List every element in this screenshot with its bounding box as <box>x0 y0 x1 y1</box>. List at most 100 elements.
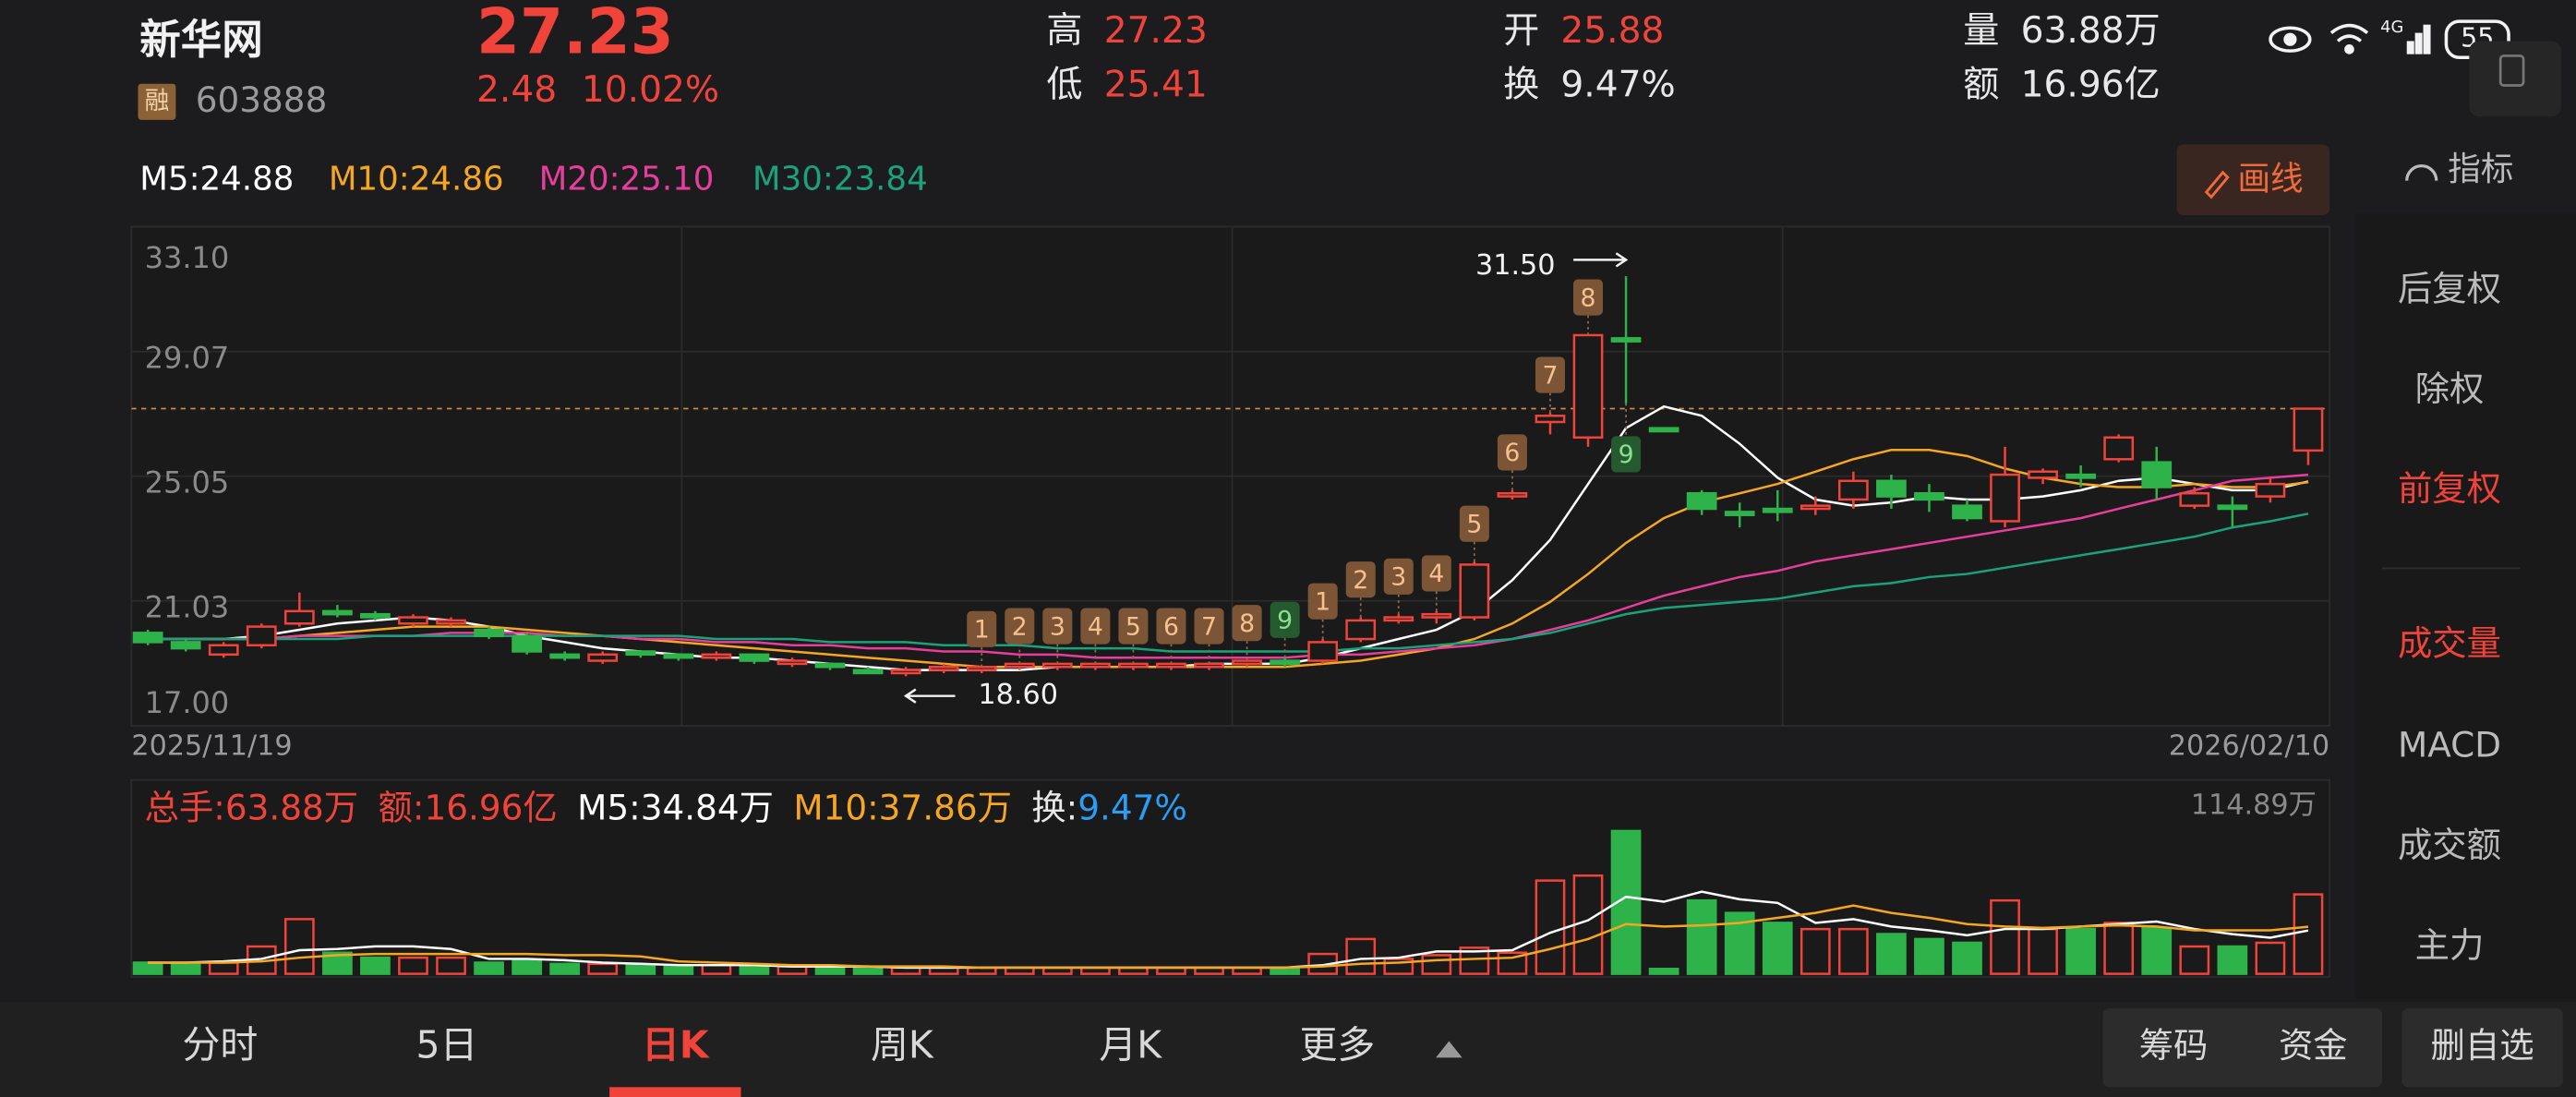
side-menu-item[interactable]: 主力 <box>2415 925 2485 966</box>
y-tick-label: 29.07 <box>145 341 230 376</box>
side-menu-item[interactable]: 成交量 <box>2398 622 2501 663</box>
candle-body <box>928 666 959 671</box>
volume-bar <box>1686 898 1717 975</box>
candle-body <box>814 662 846 669</box>
volume-bar <box>1876 933 1907 975</box>
candle-body <box>436 619 466 625</box>
candle-body <box>2141 461 2173 488</box>
candle-body <box>1610 337 1642 343</box>
watch-button-bg <box>2401 1007 2563 1088</box>
candle-body <box>1307 641 1339 662</box>
ma-line <box>148 404 2309 671</box>
ma-legend: M10:24.86 <box>329 161 504 199</box>
indicator-label[interactable]: 指标 <box>2448 151 2513 188</box>
action-button[interactable]: 筹码 <box>2139 1025 2209 1066</box>
side-menu-item[interactable]: MACD <box>2398 725 2501 765</box>
candle-body <box>474 628 504 637</box>
annotation-arrow <box>903 688 956 704</box>
candle-body <box>246 625 277 647</box>
candle-body <box>1800 504 1831 511</box>
candle-body <box>1459 563 1490 619</box>
volume-bar <box>208 961 239 975</box>
action-button[interactable]: 资金 <box>2279 1025 2348 1066</box>
volume-bar <box>1837 927 1869 975</box>
td-label: 9 <box>1619 440 1634 469</box>
candle-body <box>852 669 884 675</box>
volume-bar <box>1535 879 1566 975</box>
td-marker <box>1421 555 1451 592</box>
annotation-arrow <box>1573 252 1629 268</box>
stat-label: 换 <box>1503 65 1539 106</box>
volume-bar <box>1914 937 1944 975</box>
candle-body <box>625 650 656 657</box>
y-tick-label: 21.03 <box>145 590 230 625</box>
td-marker <box>1232 605 1262 642</box>
side-menu-item[interactable]: 除权 <box>2415 368 2485 409</box>
copy-icon <box>2498 54 2525 87</box>
volume-bar <box>170 961 201 975</box>
tab[interactable]: 5日 <box>416 1023 478 1067</box>
candle-body <box>170 641 201 650</box>
more-arrow[interactable] <box>1436 1041 1463 1058</box>
td-label: 5 <box>1125 612 1141 641</box>
td-label: 2 <box>1353 566 1368 595</box>
side-menu-item[interactable]: 后复权 <box>2398 268 2501 308</box>
td-label: 4 <box>1088 612 1103 641</box>
volume-bar <box>587 962 619 975</box>
volume-bar <box>2141 926 2173 975</box>
volume-bar <box>549 962 581 975</box>
candle-body <box>1421 612 1452 619</box>
stat-value: 16.96亿 <box>2021 65 2161 106</box>
side-menu-item[interactable]: 前复权 <box>2398 468 2501 509</box>
stat-label: 低 <box>1046 65 1082 106</box>
volume-tick-label: 114.89万 <box>2191 790 2317 822</box>
tab[interactable]: 日K <box>642 1023 710 1067</box>
candle-body <box>1156 662 1186 669</box>
candle-body <box>2255 482 2286 498</box>
candle-body <box>132 632 163 644</box>
volume-bar <box>663 963 694 975</box>
candle-body <box>1345 619 1377 641</box>
td-label: 6 <box>1504 439 1520 467</box>
volume-bar <box>1421 954 1452 975</box>
pencil-icon <box>2204 170 2230 199</box>
ma-line <box>148 473 2309 659</box>
tab[interactable]: 分时 <box>183 1023 259 1067</box>
volume-legend: M10:37.86万 <box>793 787 1012 827</box>
volume-bar <box>852 966 884 975</box>
side-menu-item[interactable]: 成交额 <box>2398 825 2501 865</box>
turnover-value: 9.47% <box>1077 787 1187 827</box>
candle-body <box>739 653 770 662</box>
stock-name: 新华网 <box>139 17 262 64</box>
action-button[interactable]: 删自选 <box>2431 1025 2534 1066</box>
price-annotation: 18.60 <box>978 679 1058 711</box>
candle-body <box>2103 436 2135 461</box>
td-marker <box>1459 505 1489 542</box>
stat-label: 额 <box>1963 65 1999 106</box>
candle-body <box>1080 662 1111 669</box>
stat-value: 9.47% <box>1560 65 1675 106</box>
gauge-icon <box>2405 164 2438 181</box>
candle-body <box>1004 662 1035 669</box>
copy-button[interactable] <box>2469 41 2561 117</box>
candle-body <box>1572 333 1604 440</box>
tab-underline <box>609 1087 741 1097</box>
volume-bar <box>701 963 732 975</box>
candle-body <box>549 653 581 659</box>
draw-button[interactable] <box>2176 144 2330 215</box>
candle-body <box>1914 491 1944 501</box>
volume-bar <box>436 956 466 975</box>
tab[interactable]: 月K <box>1099 1023 1162 1067</box>
tab[interactable]: 更多 <box>1299 1023 1375 1067</box>
candle-body <box>1952 504 1982 520</box>
turnover-label: 换: <box>1031 787 1077 827</box>
candle-body <box>890 669 921 675</box>
candle-body <box>322 609 353 616</box>
tab[interactable]: 周K <box>871 1023 934 1067</box>
ma-legend: M30:23.84 <box>752 161 928 199</box>
td-label: 3 <box>1050 612 1065 641</box>
y-tick-label: 25.05 <box>145 465 230 500</box>
draw-label[interactable]: 画线 <box>2237 161 2303 199</box>
